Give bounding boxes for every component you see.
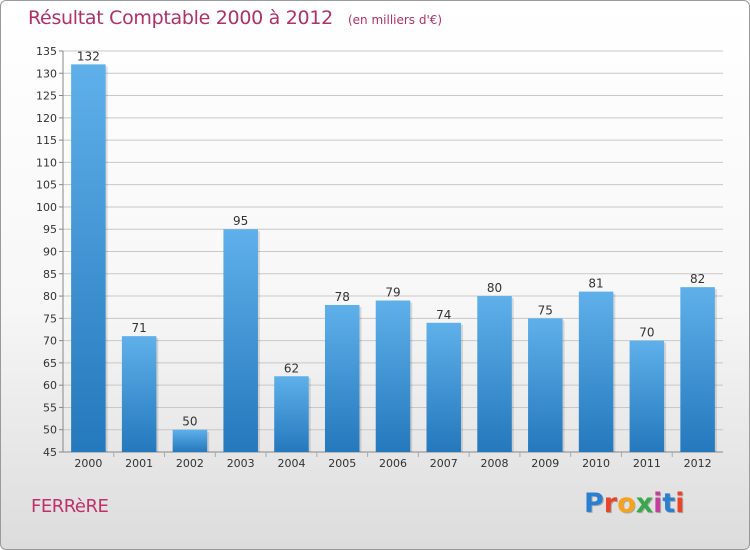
logo-letter: r: [603, 488, 618, 519]
y-tick-label: 55: [43, 401, 57, 414]
data-label: 71: [132, 321, 147, 335]
y-tick-label: 70: [43, 335, 57, 348]
bar: [121, 336, 157, 452]
y-tick-label: 60: [43, 379, 57, 392]
bar: [528, 318, 563, 452]
logo-letter: i: [653, 488, 663, 519]
bar: [223, 229, 258, 452]
x-tick-label: 2000: [74, 457, 102, 470]
y-tick-label: 110: [36, 156, 57, 169]
bar: [477, 296, 512, 452]
chart-unit: (en milliers d'€): [347, 13, 443, 27]
data-label: 75: [538, 303, 553, 317]
bar: [680, 287, 715, 452]
data-label: 82: [690, 272, 705, 286]
data-label: 95: [233, 214, 248, 228]
data-label: 62: [284, 361, 299, 375]
y-tick-label: 45: [43, 446, 57, 459]
x-tick-label: 2001: [125, 457, 153, 470]
y-tick-label: 100: [36, 201, 57, 214]
data-label: 81: [588, 277, 603, 291]
x-tick-label: 2012: [684, 457, 712, 470]
y-tick-label: 80: [43, 290, 57, 303]
bar: [578, 291, 614, 452]
x-tick-label: 2006: [379, 457, 407, 470]
commune-name: FERRèRE: [31, 496, 109, 517]
bar: [426, 322, 462, 452]
x-tick-label: 2010: [582, 457, 610, 470]
title-row: Résultat Comptable 2000 à 2012 (en milli…: [28, 7, 442, 29]
bar: [274, 376, 309, 452]
logo-letter: t: [662, 488, 676, 519]
x-tick-label: 2002: [176, 457, 204, 470]
y-tick-label: 65: [43, 357, 57, 370]
data-label: 74: [436, 308, 451, 322]
y-tick-label: 50: [43, 424, 57, 437]
data-label: 70: [639, 326, 654, 340]
data-label: 50: [182, 415, 197, 429]
proxiti-logo: Proxiti: [584, 488, 685, 519]
bar: [375, 300, 411, 452]
y-tick-label: 130: [36, 67, 57, 80]
y-tick-label: 105: [36, 179, 57, 192]
y-tick-label: 120: [36, 112, 57, 125]
x-tick-label: 2005: [328, 457, 356, 470]
x-tick-label: 2008: [481, 457, 509, 470]
x-tick-label: 2004: [277, 457, 305, 470]
logo-letter: o: [617, 488, 636, 519]
y-tick-label: 90: [43, 246, 57, 259]
data-label: 80: [487, 281, 502, 295]
y-tick-label: 75: [43, 312, 57, 325]
y-tick-label: 125: [36, 90, 57, 103]
y-tick-label: 115: [36, 134, 57, 147]
data-label: 78: [335, 290, 350, 304]
data-label: 132: [77, 49, 100, 63]
logo-letter: x: [635, 488, 654, 519]
x-tick-label: 2007: [430, 457, 458, 470]
bar: [71, 64, 106, 452]
data-label: 79: [385, 286, 400, 300]
logo-letter: P: [584, 488, 604, 519]
y-tick-label: 95: [43, 223, 57, 236]
bar: [324, 304, 360, 452]
x-tick-label: 2009: [531, 457, 559, 470]
bar: [629, 340, 665, 452]
y-tick-label: 85: [43, 268, 57, 281]
x-tick-label: 2011: [633, 457, 661, 470]
y-tick-label: 135: [36, 45, 57, 58]
chart-title: Résultat Comptable 2000 à 2012: [28, 7, 333, 29]
bar: [172, 429, 208, 452]
x-tick-label: 2003: [227, 457, 255, 470]
logo-letter: i: [675, 488, 685, 519]
